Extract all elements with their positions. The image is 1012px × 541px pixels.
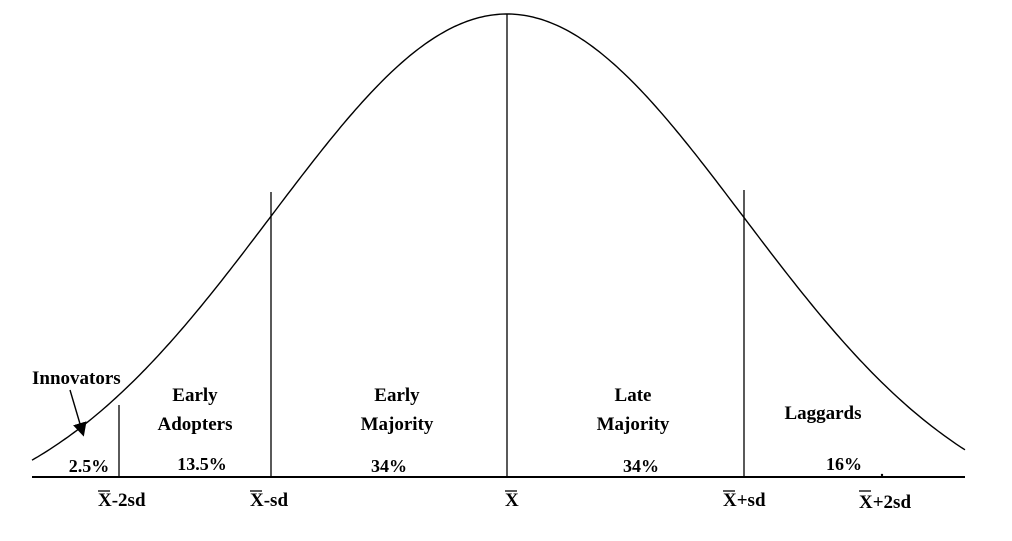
axis-tick-mean-minus-2sd: X-2sd [98,490,146,511]
axis-tick-mean-plus-sd: X+sd [723,490,766,511]
tick-label-mean-plus-2sd: X+2sd [859,492,911,513]
tick-label-mean-plus-sd: X+sd [723,490,766,511]
tick-label-mean-minus-2sd: X-2sd [98,490,146,511]
percent-laggards: 16% [826,454,862,474]
percent-early-majority: 34% [371,456,407,476]
stray-mark [880,473,884,477]
percent-early-adopters: 13.5% [177,454,227,474]
axis-tick-mean: X [505,490,519,511]
segment-label-early-majority-line1: Early [374,385,420,406]
segment-label-late-majority-line1: Late [615,385,652,406]
percent-innovators: 2.5% [69,456,110,476]
innovators-arrow [69,389,87,437]
tick-label-mean-minus-sd: X-sd [250,490,288,511]
segment-label-innovators: Innovators [32,368,121,389]
percent-late-majority: 34% [623,456,659,476]
segment-label-early-adopters-line2: Adopters [158,414,233,435]
segment-label-early-majority-line2: Majority [361,414,434,435]
tick-label-mean: X [505,490,519,511]
segment-label-early-adopters-line1: Early [172,385,218,406]
segment-label-laggards: Laggards [784,403,861,424]
axis-tick-mean-minus-sd: X-sd [250,490,288,511]
bell-curve [31,13,966,461]
segment-label-late-majority-line2: Majority [597,414,670,435]
axis-tick-mean-plus-2sd: X+2sd [859,490,911,513]
